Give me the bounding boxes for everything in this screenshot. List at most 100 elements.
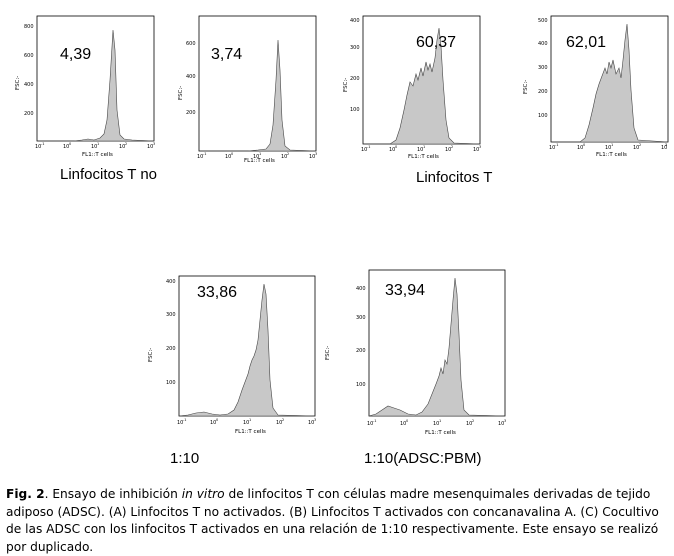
y-axis-label: FSC:-: [148, 348, 154, 362]
x-tick: 10: [281, 154, 287, 160]
x-tick: 10: [197, 154, 203, 160]
x-tick: 10: [309, 154, 315, 160]
group-label-no-activated: Linfocitos T no: [60, 166, 158, 183]
percentage-value: 3,74: [211, 46, 243, 63]
y-tick: 100: [538, 113, 548, 119]
y-tick: 600: [24, 53, 34, 59]
caption-text-2: de linfocitos T con células madre mesenq…: [6, 487, 659, 554]
plot-frame: [198, 15, 317, 152]
x-tick: 10: [210, 420, 216, 426]
x-tick: 10: [91, 144, 97, 150]
histogram-plot: 100 200 300 400 500 FSC:- 10 10 10 10 10…: [523, 15, 669, 158]
x-tick-exp: 2: [472, 419, 474, 423]
y-tick: 300: [356, 315, 366, 321]
histogram-fill: [178, 283, 316, 417]
y-tick: 200: [538, 89, 548, 95]
percentage-value: 4,39: [60, 46, 92, 63]
y-tick: 100: [350, 107, 360, 113]
x-tick-exp: 3: [314, 418, 316, 422]
y-tick: 400: [24, 82, 34, 88]
x-tick-exp: 3: [479, 145, 481, 149]
x-tick-exp: 0: [69, 142, 71, 146]
x-tick: 10: [466, 421, 472, 427]
x-axis-label: FL1::T cells: [82, 152, 113, 158]
x-tick: 10: [661, 145, 667, 151]
x-tick: 10: [308, 420, 314, 426]
y-tick: 400: [538, 41, 548, 47]
histogram-plot: 200 400 600 FSC:- 10 10 10 10 10 -1 0 1 …: [178, 15, 317, 164]
y-tick: 200: [166, 346, 176, 352]
y-ticks: 200 400 600 800: [24, 24, 34, 117]
y-tick: 400: [166, 279, 176, 285]
figure-caption: Fig. 2. Ensayo de inhibición in vitro de…: [6, 486, 670, 556]
x-tick-exp: -1: [373, 419, 377, 423]
x-tick: 10: [498, 421, 504, 427]
histogram-plot: 100 200 300 400 FSC:- 10 10 10 10 10 -1 …: [343, 15, 481, 160]
histogram-panel-5: 100 200 300 400 FSC:- 10 10 10 10 10 -1 …: [140, 270, 330, 440]
histogram-panel-2: 200 400 600 FSC:- 10 10 10 10 10 -1 0 1 …: [178, 10, 328, 164]
x-axis-label: FL1::T cells: [425, 430, 456, 436]
y-axis-label: FSC:-: [15, 76, 21, 90]
x-tick: 10: [276, 420, 282, 426]
y-tick: 800: [24, 24, 34, 30]
plot-frame: [36, 15, 155, 142]
histogram-plot: 200 400 600 800 FSC:- 10 10 10 10 10 -1 …: [15, 15, 155, 158]
y-tick: 200: [350, 76, 360, 82]
x-tick-exp: -1: [555, 143, 559, 147]
caption-text-1: . Ensayo de inhibición: [44, 487, 182, 501]
x-tick-exp: 0: [231, 152, 233, 156]
x-tick: 10: [177, 420, 183, 426]
x-tick: 10: [445, 147, 451, 153]
x-tick: 10: [605, 145, 611, 151]
x-tick-exp: -1: [183, 418, 187, 422]
x-axis-label: FL1::T cells: [244, 158, 275, 164]
x-tick-exp: -1: [203, 152, 207, 156]
y-tick: 300: [538, 65, 548, 71]
histogram-fill: [551, 23, 669, 143]
y-tick: 100: [166, 380, 176, 386]
histogram-plot: 100 200 300 400 FSC:- 10 10 10 10 10 -1 …: [148, 275, 316, 435]
x-tick-exp: 0: [216, 418, 218, 422]
caption-italic: in vitro: [181, 487, 225, 501]
x-tick-exp: 2: [282, 418, 284, 422]
x-tick: 10: [243, 420, 249, 426]
x-axis-label: FL1::T cells: [235, 429, 266, 435]
histogram-fill: [199, 39, 317, 152]
histogram-fill: [363, 27, 481, 145]
x-tick-exp: 1: [97, 142, 99, 146]
x-tick: 10: [253, 154, 259, 160]
y-axis-label: FSC:-: [343, 78, 349, 92]
x-tick: 10: [549, 145, 555, 151]
x-tick-exp: 2: [451, 145, 453, 149]
x-tick: 10: [367, 421, 373, 427]
x-tick: 10: [633, 145, 639, 151]
histogram-panel-3: 100 200 300 400 FSC:- 10 10 10 10 10 -1 …: [343, 10, 500, 160]
x-tick: 10: [225, 154, 231, 160]
x-axis-label: FL1::T cells: [596, 152, 627, 158]
x-tick-exp: 3: [504, 419, 506, 423]
histogram-fill: [368, 277, 506, 417]
histogram-plot: 100 200 300 400 FSC:- 10 10 10 10 10 -1 …: [325, 269, 506, 436]
x-tick-exp: 0: [395, 145, 397, 149]
x-tick: 10: [389, 147, 395, 153]
x-tick: 10: [417, 147, 423, 153]
y-tick: 100: [356, 382, 366, 388]
y-tick: 200: [24, 111, 34, 117]
x-tick-exp: 2: [125, 142, 127, 146]
group-label-ratio-2: 1:10(ADSC:PBM): [364, 450, 482, 467]
x-tick-exp: 1: [249, 418, 251, 422]
y-tick: 500: [538, 18, 548, 24]
x-tick: 10: [361, 147, 367, 153]
y-tick: 400: [350, 18, 360, 24]
x-tick: 10: [473, 147, 479, 153]
y-axis-label: FSC:-: [523, 80, 529, 94]
group-label-activated: Linfocitos T: [416, 169, 493, 186]
x-tick-exp: 3: [315, 152, 317, 156]
x-tick-exp: 1: [611, 143, 613, 147]
x-tick-exp: 2: [639, 143, 641, 147]
x-tick-exp: 0: [583, 143, 585, 147]
x-tick-exp: -1: [367, 145, 371, 149]
y-tick: 400: [356, 286, 366, 292]
histogram-fill: [37, 29, 155, 142]
y-tick: 300: [166, 312, 176, 318]
